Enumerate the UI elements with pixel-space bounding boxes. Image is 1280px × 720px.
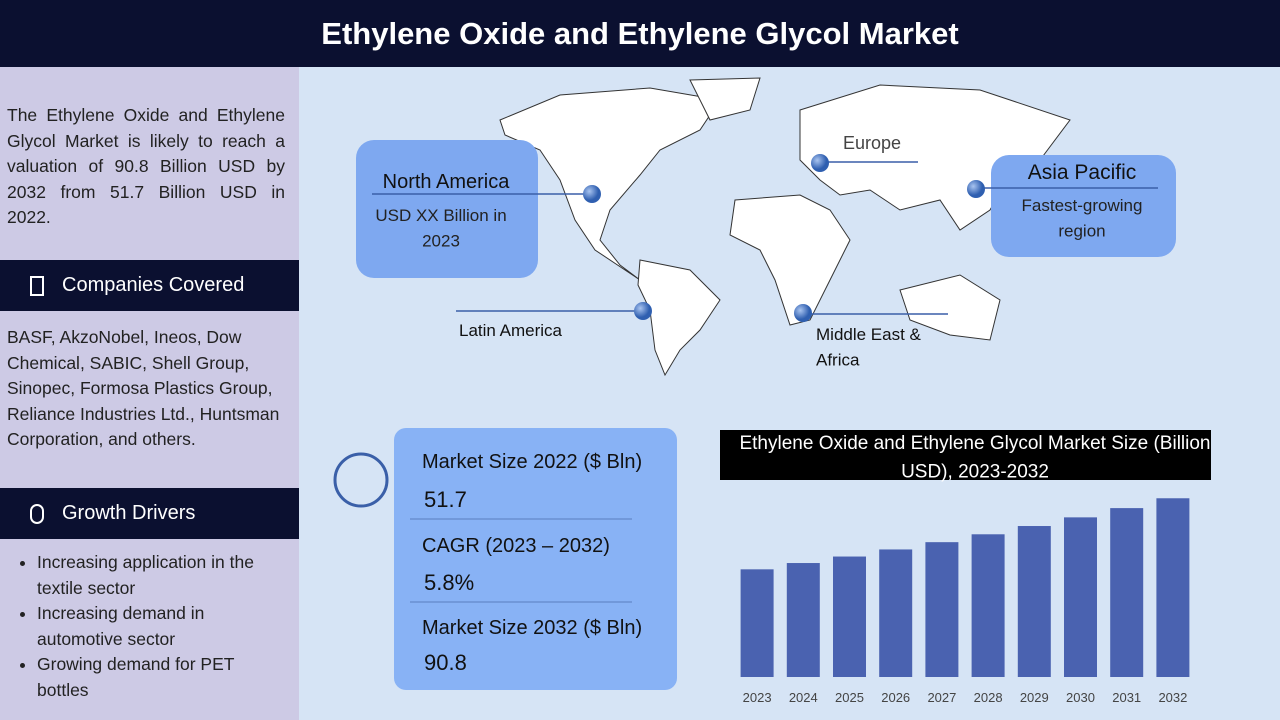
companies-text: BASF, AkzoNobel, Ineos, Dow Chemical, SA…: [7, 327, 280, 449]
bar: [833, 556, 866, 677]
world-map: [499, 77, 1071, 377]
x-tick-label: 2029: [1020, 690, 1049, 705]
driver: Increasing application in the textile se…: [37, 550, 287, 601]
region-name: Latin America: [459, 321, 563, 340]
continent: [899, 274, 1001, 341]
region-name: Asia Pacific: [1028, 161, 1137, 184]
stat-label: Market Size 2022 ($ Bln): [422, 451, 642, 473]
sidebar: The Ethylene Oxide and Ethylene Glycol M…: [0, 67, 299, 720]
x-tick-label: 2025: [835, 690, 864, 705]
page-title: Ethylene Oxide and Ethylene Glycol Marke…: [0, 0, 1280, 67]
bar-chart: 2023 2024 2025 2026 2027 2028 2029 2030 2031 2032: [740, 498, 1190, 705]
bar: [740, 569, 774, 677]
x-tick-label: 2024: [789, 690, 818, 705]
summary: The Ethylene Oxide and Ethylene Glycol M…: [7, 105, 285, 227]
bar: [971, 534, 1005, 677]
region-detail: USD XX Billion in 2023: [375, 206, 506, 251]
bar: [1017, 526, 1051, 677]
icon: [30, 275, 44, 296]
region-detail: Fastest-growing region: [1022, 196, 1143, 241]
bar: [1156, 498, 1190, 677]
bar: [925, 542, 959, 677]
x-tick-label: 2027: [927, 690, 956, 705]
driver: Increasing demand in automotive sector: [37, 601, 287, 652]
chart-title-box: [720, 430, 1211, 480]
region-dot: [583, 185, 601, 203]
x-tick-label: 2030: [1066, 690, 1095, 705]
region-name: North America: [383, 171, 511, 193]
icon: [30, 503, 44, 524]
heading: Companies Covered: [62, 274, 245, 296]
globe-icon: [333, 452, 389, 508]
region-name: Europe: [843, 133, 901, 153]
connectors: [372, 161, 1158, 315]
stat-label: Market Size 2032 ($ Bln): [422, 617, 642, 639]
section-header: Growth Drivers: [0, 488, 299, 539]
region-box: [356, 140, 538, 278]
chart-title: Ethylene Oxide and Ethylene Glycol Marke…: [739, 433, 1210, 483]
x-tick-label: 2028: [974, 690, 1003, 705]
region-dot: [967, 180, 985, 198]
continent: [689, 77, 761, 121]
region-name: Middle East & Africa: [816, 325, 922, 370]
bar: [1064, 517, 1097, 677]
continent: [637, 259, 721, 377]
x-tick-label: 2023: [743, 690, 772, 705]
stat-value: 90.8: [424, 650, 467, 675]
region-box: [991, 155, 1176, 257]
region-dot: [634, 302, 652, 320]
region-dot: [794, 304, 812, 322]
drivers-list: Increasing application in the textile se…: [0, 550, 287, 703]
stat-value: 51.7: [424, 487, 467, 512]
stat-value: 5.8%: [424, 570, 474, 595]
region-dot: [811, 154, 829, 172]
continent: [729, 194, 851, 326]
bar: [879, 549, 913, 677]
heading: Growth Drivers: [62, 502, 196, 524]
main-panel: North America USD XX Billion in 2023 Euro…: [333, 77, 1211, 705]
bar: [1110, 508, 1144, 677]
stats-box: [394, 428, 677, 690]
continent: [799, 84, 1071, 231]
stat-label: CAGR (2023 – 2032): [422, 535, 610, 557]
driver: Growing demand for PET bottles: [37, 652, 287, 703]
section-header: Companies Covered: [0, 260, 299, 311]
x-tick-label: 2032: [1158, 690, 1187, 705]
x-tick-label: 2026: [881, 690, 910, 705]
x-tick-label: 2031: [1112, 690, 1141, 705]
bar: [786, 563, 820, 677]
